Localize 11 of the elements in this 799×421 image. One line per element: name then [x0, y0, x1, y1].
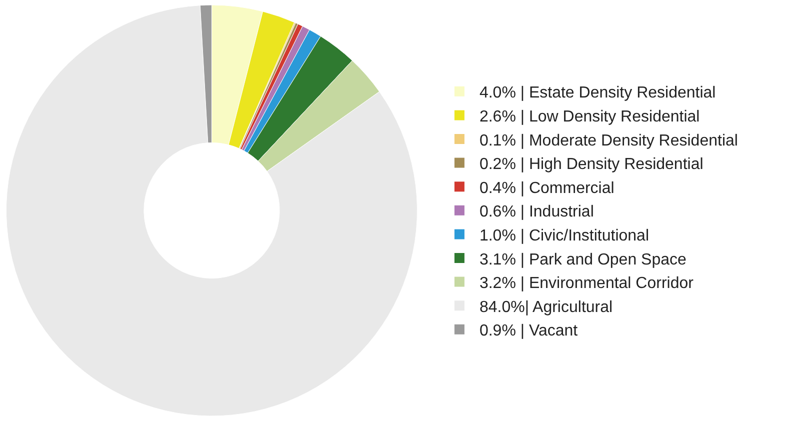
legend-label: 0.4% | Commercial	[479, 180, 614, 197]
legend-label: 4.0% | Estate Density Residential	[479, 84, 716, 102]
legend-label: 0.6% | Industrial	[479, 204, 594, 221]
legend-label: 0.2% | High Density Residential	[479, 156, 704, 174]
legend-label: 0.1% | Moderate Density Residential	[479, 132, 738, 150]
legend-label: 3.1% | Park and Open Space	[479, 251, 687, 268]
legend-label: 0.9% | Vacant	[479, 322, 578, 340]
legend-label: 3.2% | Environmental Corridor	[479, 275, 694, 292]
legend-label: 84.0%| Agricultural	[479, 298, 613, 316]
legend-label: 1.0% | Civic/Institutional	[479, 227, 650, 244]
legend-label: 2.6% | Low Density Residential	[479, 108, 700, 126]
